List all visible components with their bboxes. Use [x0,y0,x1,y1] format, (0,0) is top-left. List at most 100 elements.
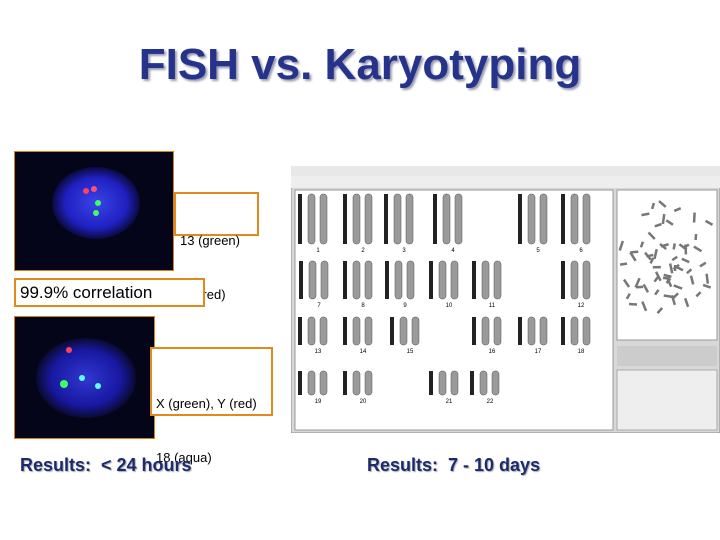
metaphase-chromosome [625,293,631,300]
chromosome-label: 17 [535,349,542,355]
result-karyotype: Results: 7 - 10 days [367,455,541,475]
chromosome-label: 22 [487,399,494,405]
chromosome [352,193,361,245]
metaphase-chromosome [662,276,671,280]
metaphase-chromosome [683,297,690,308]
metaphase-chromosome [618,240,625,251]
metaphase-chromosome [636,285,644,289]
ideogram [472,317,476,345]
ideogram [472,261,476,299]
probe-legend-1: 13 (green) 21 (red) [174,192,259,302]
chromosome-label: 3 [402,248,406,254]
ideogram [343,261,347,299]
chromosome [393,193,402,245]
chromosome [399,316,408,346]
metaphase-chromosome [661,213,666,225]
chromosome [438,260,447,300]
chromosome-label: 16 [489,349,496,355]
ideogram [298,194,302,244]
chromosome-label: 12 [578,303,585,309]
metaphase-chromosome [654,222,662,228]
chromosome [438,370,447,396]
metaphase-chromosome [684,244,688,255]
chromosome [493,316,502,346]
metaphase-chromosome [670,294,677,306]
chromosome-label: 9 [403,303,407,309]
metaphase-chromosome [628,302,638,306]
metaphase-chromosome [630,250,639,254]
chromosome [582,316,591,346]
chromosome [352,370,361,396]
chromosome-label: 18 [578,349,585,355]
chromosome-label: 1 [316,248,320,254]
metaphase-chromosome [656,307,664,314]
metaphase-chromosome [659,243,668,251]
metaphase-chromosome [652,265,661,269]
ideogram [561,194,565,244]
metaphase-chromosome [694,233,698,241]
metaphase-chromosome [668,263,674,274]
metaphase-chromosome [672,243,676,250]
ideogram [343,371,347,395]
metaphase-chromosome [693,245,703,253]
chromosome [307,370,316,396]
chromosome-label: 19 [315,399,322,405]
metaphase-chromosome [634,277,641,288]
chromosome-label: 21 [446,399,453,405]
result-fish: Results: < 24 hours [20,455,192,475]
metaphase-chromosome [642,283,650,293]
ideogram [429,261,433,299]
metaphase-chromosome [681,257,690,264]
metaphase-chromosome [649,257,655,264]
chromosome [319,316,328,346]
chromosome [364,193,373,245]
metaphase-chromosome [699,261,707,268]
metaphase-chromosome [658,200,667,208]
chromosome [320,260,329,300]
chromosome-label: 2 [361,248,365,254]
probe-legend-2: X (green), Y (red) 18 (aqua) [150,347,273,465]
chromosome [570,316,579,346]
metaphase-chromosome [673,207,682,213]
metaphase-chromosome [653,248,658,260]
slide-title: FISH vs. Karyotyping [138,40,582,89]
metaphase-chromosome [654,289,660,296]
chromosome [582,193,591,245]
metaphase-chromosome [702,283,712,289]
ideogram [433,194,437,244]
chromosome [570,260,579,300]
metaphase-chromosome [663,294,672,298]
ideogram [385,261,389,299]
chromosome [364,260,373,300]
chromosome [491,370,500,396]
chromosome-label: 15 [407,349,414,355]
chromosome [450,370,459,396]
chromosome [481,260,490,300]
metaphase-chromosome [622,278,631,288]
metaphase-chromosome [704,219,714,226]
chromosome [406,260,415,300]
metaphase-chromosome [673,284,683,290]
chromosome [582,260,591,300]
fish-image-1 [14,151,174,271]
chromosome [481,316,490,346]
ideogram [384,194,388,244]
chromosome-label: 5 [536,248,540,254]
metaphase-chromosome [695,291,702,298]
metaphase-chromosome [692,212,696,223]
metaphase-chromosome [705,273,710,284]
chromosome-label: 7 [317,303,321,309]
chromosome-label: 10 [446,303,453,309]
chromosome [454,193,463,245]
metaphase-chromosome [641,212,650,217]
metaphase-chromosome [686,268,693,275]
ideogram [429,371,433,395]
ideogram [518,317,522,345]
fish-image-2 [14,316,155,439]
chromosome [527,316,536,346]
chromosome [442,193,451,245]
chromosome [493,260,502,300]
probe-label: 18 (aqua) [156,450,212,465]
